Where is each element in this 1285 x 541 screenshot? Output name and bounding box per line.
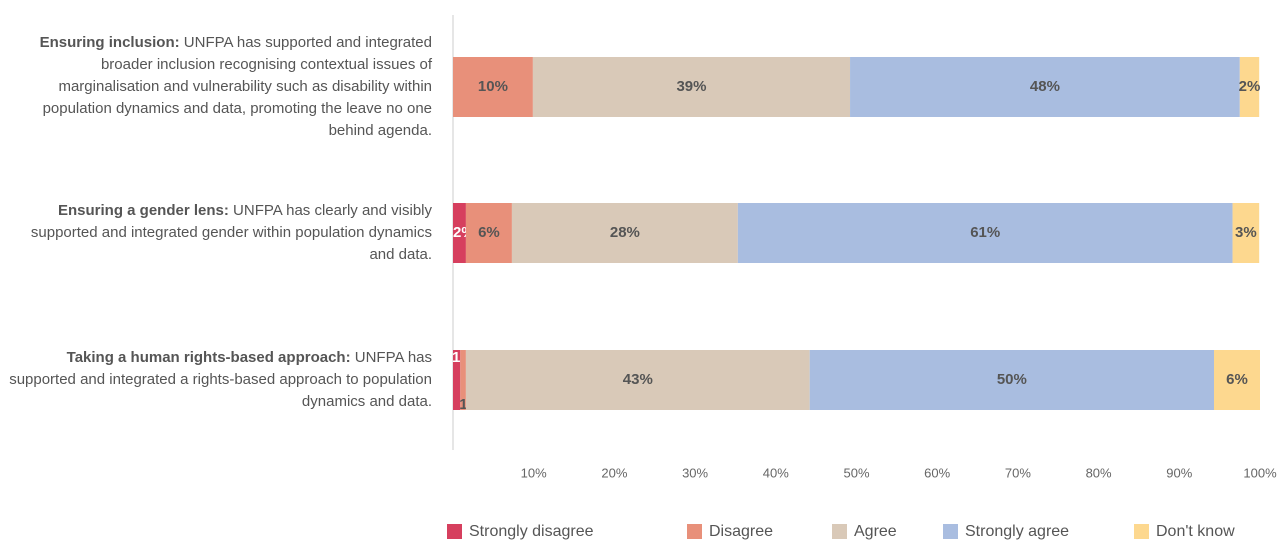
legend-swatch <box>1134 524 1149 539</box>
value-label: 48% <box>1030 78 1060 95</box>
value-label: 43% <box>623 371 653 388</box>
bar-segment <box>1239 57 1260 117</box>
category-label: Ensuring a gender lens: UNFPA has clearl… <box>2 200 432 266</box>
legend-label: Strongly agree <box>965 523 1069 540</box>
bar-segment <box>850 57 1240 117</box>
x-tick-label: 10% <box>521 465 547 480</box>
x-tick-label: 40% <box>763 465 789 480</box>
x-tick-label: 90% <box>1166 465 1192 480</box>
bar-segment <box>511 203 738 263</box>
legend-swatch <box>687 524 702 539</box>
legend-swatch <box>447 524 462 539</box>
x-tick-label: 70% <box>1005 465 1031 480</box>
bar-segment <box>1214 350 1260 410</box>
bar-segment <box>465 203 512 263</box>
x-tick-label: 100% <box>1243 465 1277 480</box>
value-label: 6% <box>478 224 500 241</box>
x-tick-label: 80% <box>1086 465 1112 480</box>
bar-segment <box>453 57 533 117</box>
bar-segment <box>453 350 461 410</box>
x-tick-label: 50% <box>843 465 869 480</box>
x-tick-label: 20% <box>601 465 627 480</box>
value-label: 28% <box>610 224 640 241</box>
value-label: 39% <box>676 78 706 95</box>
bar-segment <box>737 203 1233 263</box>
value-label: 3% <box>1235 224 1257 241</box>
bar-segment <box>1232 203 1260 263</box>
bar-segment <box>453 203 466 263</box>
legend-label: Agree <box>854 523 897 540</box>
value-label: 61% <box>970 224 1000 241</box>
legend-swatch <box>832 524 847 539</box>
legend-label: Strongly disagree <box>469 523 594 540</box>
x-tick-label: 60% <box>924 465 950 480</box>
category-title: Ensuring a gender lens: <box>57 202 229 219</box>
category-text: UNFPA has supported and integrated broad… <box>42 34 432 139</box>
category-title: Taking a human rights-based approach: <box>66 349 351 366</box>
bar-segment <box>465 350 810 410</box>
bar-segment <box>809 350 1215 410</box>
category-label: Taking a human rights-based approach: UN… <box>2 347 432 413</box>
legend-label: Disagree <box>709 523 773 540</box>
legend-label: Don't know <box>1156 523 1235 540</box>
value-label: 6% <box>1226 371 1248 388</box>
value-label: 2% <box>1239 78 1261 95</box>
bar-segment <box>532 57 851 117</box>
bar-segment <box>460 350 466 410</box>
category-title: Ensuring inclusion: <box>39 34 180 51</box>
category-label: Ensuring inclusion: UNFPA has supported … <box>2 32 432 142</box>
value-label: 50% <box>997 371 1027 388</box>
legend-swatch <box>943 524 958 539</box>
value-label: 10% <box>478 78 508 95</box>
category-text: UNFPA has clearly and visibly supported … <box>30 202 432 263</box>
category-text: UNFPA has supported and integrated a rig… <box>9 349 432 410</box>
x-tick-label: 30% <box>682 465 708 480</box>
